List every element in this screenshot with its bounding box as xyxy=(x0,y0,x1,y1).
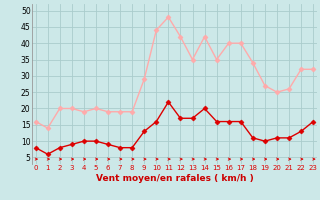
X-axis label: Vent moyen/en rafales ( km/h ): Vent moyen/en rafales ( km/h ) xyxy=(96,174,253,183)
